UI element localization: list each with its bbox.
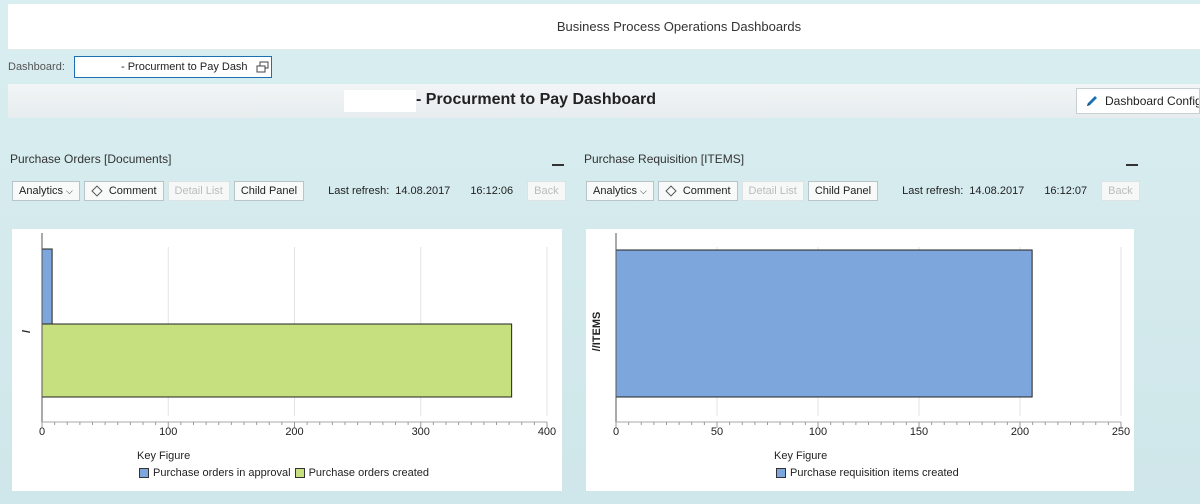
dashboard-config-label: Dashboard Config (1105, 94, 1200, 108)
x-tick-label: 0 (613, 426, 619, 438)
bar (615, 249, 1033, 398)
child-panel-label: Child Panel (240, 185, 298, 197)
open-external-icon[interactable] (256, 61, 270, 73)
chevron-down-icon: ⌵ (640, 185, 647, 196)
comment-label: Comment (108, 185, 157, 197)
x-tick-label: 0 (39, 426, 45, 438)
comment-button[interactable]: Comment (83, 181, 164, 201)
dashboard-label: Dashboard: (8, 61, 65, 73)
y-category-label: / (21, 330, 33, 333)
analytics-label: Analytics (19, 185, 64, 197)
diamond-icon (665, 185, 677, 197)
back-button[interactable]: Back (1101, 181, 1140, 201)
minimize-icon[interactable] (1126, 164, 1138, 166)
back-label: Back (1108, 185, 1133, 197)
legend-item: Purchase orders created (294, 467, 430, 479)
y-category-label: //ITEMS (591, 312, 603, 352)
bar-chart-purchase-orders: 0 100 200 300 400 / (21, 233, 556, 438)
detail-list-button[interactable]: Detail List (741, 181, 804, 201)
analytics-label: Analytics (593, 185, 638, 197)
legend-label: Purchase orders created (308, 467, 430, 479)
comment-button[interactable]: Comment (657, 181, 738, 201)
dashboard-select-value: - Procurment to Pay Dash (121, 61, 248, 73)
legend-swatch (294, 468, 305, 478)
child-panel-button[interactable]: Child Panel (233, 181, 305, 201)
chart-legend: Purchase requisition items created (776, 467, 963, 479)
x-tick-label: 200 (285, 426, 303, 438)
dashboard-config-button[interactable]: Dashboard Config (1076, 88, 1200, 114)
redacted-block (344, 90, 416, 112)
panel-title-purchase-orders: Purchase Orders [Documents] (10, 152, 172, 166)
bar (41, 248, 53, 325)
legend-item: Purchase requisition items created (776, 467, 959, 479)
legend-item: Purchase orders in approval (139, 467, 291, 479)
pencil-icon (1085, 94, 1099, 108)
x-tick-label: 150 (910, 426, 928, 438)
x-tick-label: 100 (159, 426, 177, 438)
last-refresh-date: 14.08.2017 (969, 185, 1025, 197)
child-panel-label: Child Panel (814, 185, 872, 197)
legend-swatch (776, 468, 786, 478)
app-header: Business Process Operations Dashboards (8, 4, 1200, 50)
x-tick-label: 50 (711, 426, 723, 438)
detail-list-button[interactable]: Detail List (167, 181, 230, 201)
panel-toolbar: Analytics ⌵ Comment Detail List Child Pa… (586, 181, 1144, 201)
dashboard-selector-row: Dashboard: - Procurment to Pay Dash (0, 56, 400, 78)
last-refresh-time: 16:12:07 (1044, 185, 1088, 197)
bar (41, 323, 513, 398)
child-panel-button[interactable]: Child Panel (807, 181, 879, 201)
analytics-button[interactable]: Analytics ⌵ (12, 181, 80, 201)
chart-card-purchase-orders: 0 100 200 300 400 / Key Figure Purchase order… (12, 229, 562, 491)
bar-chart-purchase-requisition: 0 50 100 150 200 250 //ITEMS (591, 233, 1130, 438)
panel-toolbar: Analytics ⌵ Comment Detail List Child Pa… (12, 181, 570, 201)
x-tick-label: 400 (538, 426, 556, 438)
x-tick-label: 250 (1112, 426, 1130, 438)
legend-title: Key Figure (774, 450, 828, 462)
x-tick-label: 200 (1011, 426, 1029, 438)
legend-label: Purchase orders in approval (153, 467, 291, 479)
chart-legend: Purchase orders in approval Purchase ord… (139, 467, 433, 479)
redacted-block (75, 57, 121, 77)
last-refresh-date: 14.08.2017 (395, 185, 451, 197)
dashboard-title-bar: - Procurment to Pay Dashboard Dashboard … (8, 84, 1200, 118)
last-refresh-time: 16:12:06 (470, 185, 514, 197)
last-refresh-label: Last refresh: (902, 185, 964, 197)
chart-card-purchase-requisition: 0 50 100 150 200 250 //ITEMS Key Figure Purcha… (586, 229, 1134, 491)
page-title: - Procurment to Pay Dashboard (416, 91, 657, 108)
x-tick-label: 300 (412, 426, 430, 438)
back-label: Back (534, 185, 559, 197)
x-tick-label: 100 (809, 426, 827, 438)
legend-title: Key Figure (137, 450, 191, 462)
last-refresh-label: Last refresh: (328, 185, 390, 197)
back-button[interactable]: Back (527, 181, 566, 201)
minimize-icon[interactable] (552, 164, 564, 166)
app-title: Business Process Operations Dashboards (556, 19, 802, 34)
analytics-button[interactable]: Analytics ⌵ (586, 181, 654, 201)
detail-list-label: Detail List (748, 185, 797, 197)
legend-label: Purchase requisition items created (790, 467, 959, 479)
panel-title-purchase-requisition: Purchase Requisition [ITEMS] (584, 152, 745, 166)
detail-list-label: Detail List (174, 185, 223, 197)
comment-label: Comment (682, 185, 731, 197)
dashboard-select[interactable]: - Procurment to Pay Dash (74, 56, 272, 78)
diamond-icon (91, 185, 103, 197)
legend-swatch (139, 468, 149, 478)
chevron-down-icon: ⌵ (66, 185, 73, 196)
